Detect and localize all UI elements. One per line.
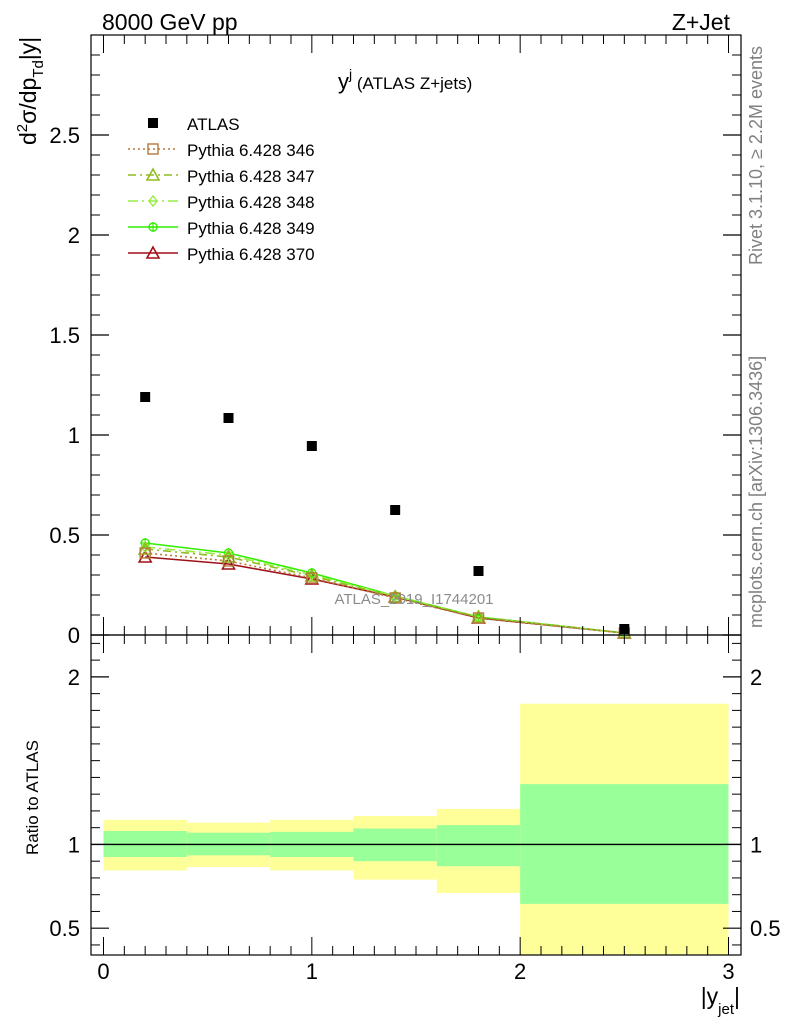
data-point-pythia-6-428-346-2 xyxy=(306,572,318,584)
ratio-plot-panel: 0.5 0.5 1 1 2 2 0 1 2 3 Ratio to ATLAS |yjet| xyxy=(23,634,781,1018)
mcplots-reference-text: mcplots.cern.ch [arXiv:1306.3436] xyxy=(746,356,766,628)
legend-marker xyxy=(148,194,158,208)
ratio-y-tick-label-right: 2 xyxy=(750,665,762,690)
legend-label: Pythia 6.428 370 xyxy=(187,245,315,264)
legend-item-pythia-6-428-349: Pythia 6.428 349 xyxy=(128,219,315,238)
data-point-pythia-6-428-347-2 xyxy=(304,568,320,582)
data-point-atlas-1 xyxy=(223,413,234,423)
main-y-tick-label: 2.5 xyxy=(49,123,80,148)
header-left: 8000 GeV pp xyxy=(102,9,238,35)
legend-label: Pythia 6.428 349 xyxy=(187,219,315,238)
plot-title-sup: j xyxy=(348,66,352,82)
data-point-atlas-4 xyxy=(473,566,484,576)
data-point-pythia-6-428-348-1 xyxy=(223,548,234,562)
plot-title-sub: (ATLAS Z+jets) xyxy=(352,74,472,93)
plot-title: yj (ATLAS Z+jets) xyxy=(338,66,472,94)
legend-item-pythia-6-428-348: Pythia 6.428 348 xyxy=(128,193,315,212)
legend-item-pythia-6-428-347: Pythia 6.428 347 xyxy=(128,167,315,186)
main-y-axis-label: d2σ/dpTd|y| xyxy=(14,37,47,145)
series-line-pythia-6-428-346 xyxy=(145,552,625,634)
data-point-pythia-6-428-346-4 xyxy=(472,612,485,624)
plot-title-main: y xyxy=(338,69,349,94)
main-y-tick-label: 0 xyxy=(68,623,80,648)
x-axis-label: |yjet| xyxy=(701,983,740,1018)
legend-item-pythia-6-428-370: Pythia 6.428 370 xyxy=(128,245,315,264)
legend-item-atlas: ATLAS xyxy=(148,115,240,134)
data-point-pythia-6-428-370-1 xyxy=(221,556,236,570)
main-y-tick-label: 0.5 xyxy=(49,523,80,548)
main-y-tick-label: 2 xyxy=(68,223,80,248)
legend: ATLAS Pythia 6.428 346 Pythia 6.428 347 Pyt… xyxy=(128,115,315,264)
series-line-pythia-6-428-347 xyxy=(145,548,625,634)
data-point-pythia-6-428-346-1 xyxy=(222,555,235,567)
data-point-atlas-3 xyxy=(390,505,401,515)
ratio-y-tick-label: 1 xyxy=(68,832,80,857)
data-point-atlas-2 xyxy=(306,441,317,451)
rivet-version-text: Rivet 3.1.10, ≥ 2.2M events xyxy=(746,46,766,265)
main-y-tick-label: 1.5 xyxy=(49,323,80,348)
data-point-pythia-6-428-370-0 xyxy=(137,549,153,563)
legend-marker xyxy=(148,118,158,128)
main-plot-panel: 0 0.5 1 1.5 2 2.5 yj (ATLAS Z+jets) ATLAS_201… xyxy=(14,34,742,648)
legend-label: Pythia 6.428 348 xyxy=(187,193,315,212)
legend-item-pythia-6-428-346: Pythia 6.428 346 xyxy=(128,141,315,160)
legend-label: Pythia 6.428 347 xyxy=(187,167,315,186)
main-y-tick-label: 1 xyxy=(68,423,80,448)
analysis-watermark: ATLAS_2019_I1744201 xyxy=(334,591,493,608)
x-tick-label: 1 xyxy=(306,959,318,984)
ratio-y-axis-label: Ratio to ATLAS xyxy=(23,740,42,855)
legend-marker xyxy=(147,143,159,155)
ratio-band-green-4 xyxy=(436,825,521,867)
legend-marker xyxy=(148,222,158,232)
ratio-y-tick-label-right: 0.5 xyxy=(750,916,781,941)
data-point-pythia-6-428-346-3 xyxy=(389,592,401,604)
ratio-y-tick-label-right: 1 xyxy=(750,832,762,857)
data-point-pythia-6-428-348-0 xyxy=(140,540,151,554)
x-tick-label: 0 xyxy=(97,959,109,984)
legend-marker xyxy=(145,167,161,181)
legend-label: Pythia 6.428 346 xyxy=(187,141,315,160)
x-tick-label: 2 xyxy=(514,959,526,984)
data-point-pythia-6-428-346-0 xyxy=(139,547,151,559)
header-right: Z+Jet xyxy=(672,9,731,35)
series-line-pythia-6-428-348 xyxy=(145,546,625,634)
legend-label: ATLAS xyxy=(187,115,240,134)
x-tick-label: 3 xyxy=(722,959,734,984)
ratio-y-tick-label: 2 xyxy=(68,665,80,690)
legend-marker xyxy=(145,245,161,259)
ratio-y-tick-label: 0.5 xyxy=(49,916,80,941)
data-point-atlas-0 xyxy=(140,392,151,402)
